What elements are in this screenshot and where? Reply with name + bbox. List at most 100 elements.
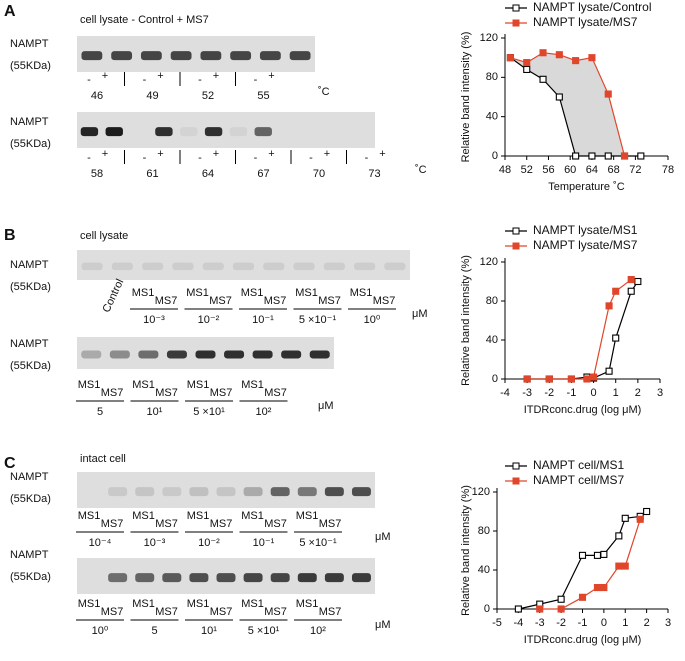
- lane-label: MS7: [210, 387, 233, 399]
- blot-band: [230, 51, 252, 61]
- lane-sign: -: [254, 74, 258, 86]
- lane-label: MS1: [132, 287, 155, 299]
- blot-membrane: [77, 112, 375, 148]
- lane-label: MS1: [241, 287, 264, 299]
- blot-band: [162, 573, 182, 583]
- data-point: [637, 152, 645, 160]
- x-tick-label: -3: [522, 387, 532, 399]
- lane-sign: -: [254, 152, 258, 164]
- data-point: [604, 90, 612, 98]
- blot-band: [204, 127, 223, 137]
- data-point: [578, 593, 587, 601]
- concentration: 10⁻¹: [253, 537, 275, 549]
- lane-sign: -: [198, 74, 202, 86]
- blot-band: [297, 487, 317, 497]
- size-label: (55KDa): [10, 138, 51, 150]
- lane-label: MS1: [296, 510, 319, 522]
- data-point: [605, 367, 613, 375]
- y-tick-label: 120: [480, 32, 498, 44]
- x-tick-label: -1: [567, 387, 577, 399]
- blot-band: [80, 127, 99, 137]
- blot-band: [324, 487, 344, 497]
- blot-band: [172, 262, 194, 271]
- lane-label: MS1: [187, 379, 210, 391]
- concentration: 10⁻²: [198, 314, 220, 326]
- lane-label: MS7: [264, 518, 287, 530]
- blot-band: [166, 350, 187, 359]
- blot-band: [281, 350, 302, 359]
- data-point: [555, 51, 563, 59]
- size-label: (55KDa): [10, 281, 51, 293]
- y-tick-label: 80: [486, 295, 498, 307]
- legend-marker: [512, 4, 520, 12]
- concentration: 5: [97, 406, 103, 418]
- data-point: [506, 54, 514, 62]
- unit: μM: [375, 619, 391, 631]
- concentration: 5: [151, 625, 157, 637]
- concentration: 10²: [310, 625, 326, 637]
- blot-band: [270, 487, 290, 497]
- data-point: [590, 373, 598, 381]
- blot-band: [142, 262, 164, 271]
- data-point: [539, 49, 547, 57]
- x-tick-label: 3: [665, 617, 671, 629]
- lane-label: MS7: [155, 518, 178, 530]
- data-point: [605, 302, 613, 310]
- concentration: 5 ×10⁻¹: [299, 314, 337, 326]
- data-point: [621, 562, 629, 570]
- blot-band: [254, 127, 272, 137]
- blot-band: [135, 487, 155, 497]
- blot-band: [293, 262, 315, 271]
- blot-band: [180, 127, 198, 137]
- blot-band: [351, 487, 371, 497]
- y-tick-label: 40: [486, 334, 498, 346]
- data-point: [572, 152, 580, 160]
- blot-band: [81, 51, 103, 61]
- y-tick-label: 0: [484, 603, 490, 615]
- y-tick-label: 0: [492, 150, 498, 162]
- temperature: 46: [91, 90, 103, 102]
- data-point: [600, 550, 608, 558]
- data-point: [593, 583, 602, 592]
- data-point: [555, 93, 563, 101]
- lane-sign: -: [143, 152, 147, 164]
- blot-band: [243, 573, 263, 583]
- lane-sign: +: [213, 70, 219, 82]
- concentration: 5 ×10⁻¹: [299, 537, 337, 549]
- y-tick-label: 120: [480, 256, 498, 268]
- lane-label: MS7: [264, 387, 287, 399]
- lane-sign: +: [379, 148, 385, 160]
- lane-label: MS1: [296, 598, 319, 610]
- x-tick-label: -5: [492, 617, 502, 629]
- protein-label: NAMPT: [10, 116, 49, 128]
- lane-sign: -: [198, 152, 202, 164]
- lane-label: MS1: [350, 287, 373, 299]
- panel-label: C: [4, 455, 16, 472]
- lane-sign: +: [157, 70, 163, 82]
- y-tick-label: 0: [492, 373, 498, 385]
- blot-band: [189, 573, 209, 583]
- blot-band: [108, 487, 128, 497]
- legend-marker: [512, 477, 520, 485]
- blot-band: [259, 51, 281, 61]
- data-point: [604, 152, 612, 160]
- x-tick-label: 60: [564, 164, 576, 176]
- unit: ˚C: [318, 86, 330, 98]
- legend-label: NAMPT lysate/MS7: [533, 15, 638, 29]
- data-point: [514, 605, 522, 613]
- concentration: 5 ×10¹: [193, 406, 225, 418]
- blot-band: [105, 127, 123, 137]
- blot-band: [135, 573, 155, 583]
- data-point: [567, 375, 575, 383]
- x-tick-label: -2: [556, 617, 566, 629]
- x-tick-label: 64: [586, 164, 598, 176]
- data-point: [593, 551, 602, 559]
- temperature: 64: [202, 168, 214, 180]
- blot-band: [323, 262, 345, 271]
- data-point: [627, 275, 635, 284]
- protein-label: NAMPT: [10, 338, 49, 350]
- x-tick-label: 72: [629, 164, 641, 176]
- blot-title: cell lysate: [80, 230, 128, 242]
- unit: μM: [318, 400, 334, 412]
